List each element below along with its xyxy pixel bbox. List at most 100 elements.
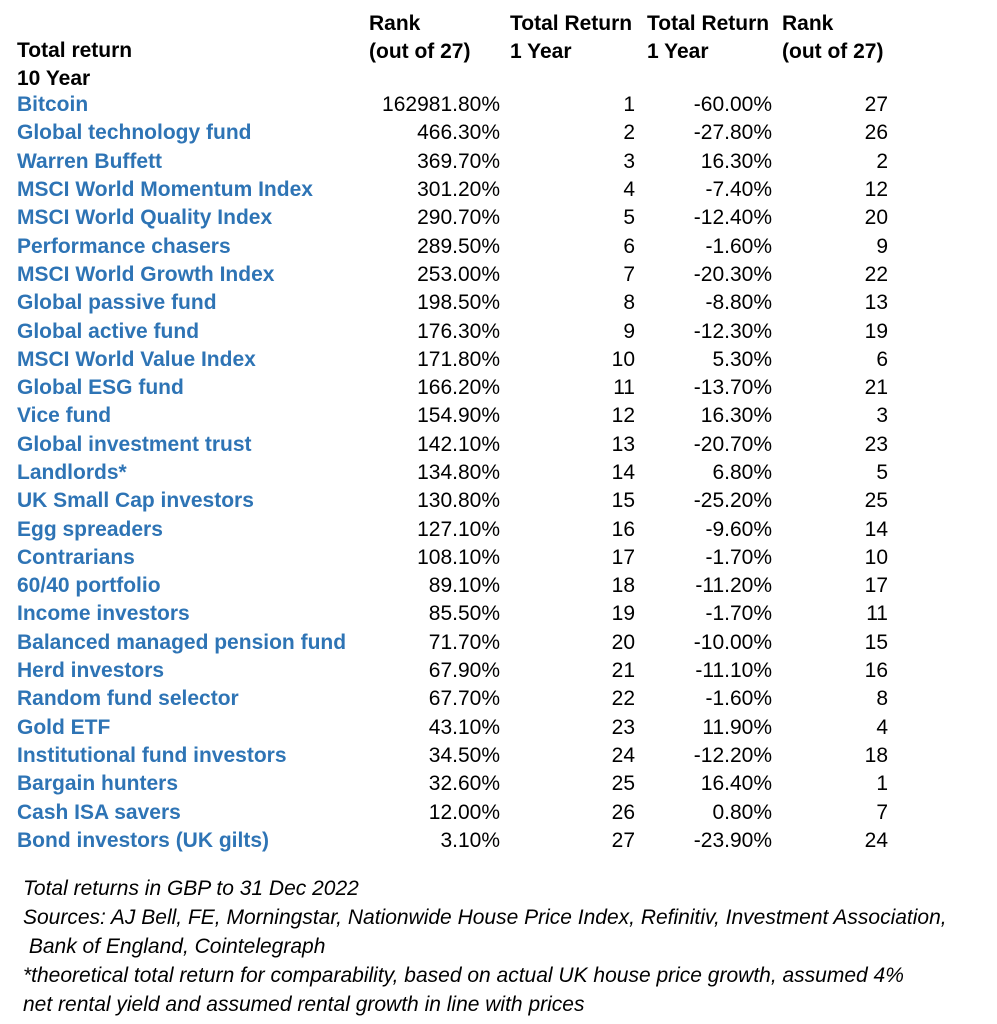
- row-label: Global ESG fund: [17, 376, 184, 400]
- table-row: Global active fund 176.30% 9 -12.30% 19: [0, 317, 888, 345]
- one-year-rank: 26: [864, 121, 888, 145]
- row-label: Herd investors: [17, 659, 165, 683]
- ten-year-rank: 27: [611, 828, 635, 852]
- table-row: Global passive fund 198.50% 8 -8.80% 13: [0, 289, 888, 317]
- header-line: Total Return: [510, 12, 633, 35]
- one-year-rank: 5: [876, 461, 888, 484]
- table-row: MSCI World Growth Index 253.00% 7 -20.30% 22: [0, 261, 888, 289]
- one-year-rank: 4: [876, 715, 888, 739]
- ten-year-rank: 22: [611, 687, 635, 711]
- table-row: Warren Buffett 369.70% 3 16.30% 2: [0, 148, 888, 176]
- one-year-return: -12.20%: [693, 743, 772, 767]
- one-year-return: -20.70%: [693, 432, 772, 456]
- one-year-rank: 7: [876, 800, 888, 824]
- row-label: Income investors: [17, 602, 190, 626]
- one-year-rank: 1: [876, 772, 888, 796]
- row-label: MSCI World Momentum Index: [17, 178, 313, 202]
- row-label: Random fund selector: [17, 687, 239, 711]
- one-year-return: -7.40%: [705, 178, 772, 202]
- one-year-return: 11.90%: [702, 715, 772, 739]
- ten-year-return: 85.50%: [428, 602, 500, 626]
- one-year-rank: 25: [864, 489, 888, 513]
- table-row: 60/40 portfolio 89.10% 18 -11.20% 17: [0, 572, 888, 600]
- row-label: Bargain hunters: [17, 772, 179, 796]
- table-row: Income investors 85.50% 19 -1.70% 11: [0, 600, 888, 628]
- row-label: Landlords*: [17, 461, 127, 484]
- table-row: MSCI World Value Index 171.80% 10 5.30% 6: [0, 346, 888, 374]
- ten-year-rank: 12: [611, 404, 635, 428]
- one-year-return: -8.80%: [705, 291, 772, 315]
- one-year-return: 5.30%: [712, 347, 772, 371]
- row-label: Performance chasers: [17, 234, 231, 258]
- one-year-return: -23.90%: [693, 828, 772, 852]
- ten-year-rank: 20: [611, 630, 635, 654]
- one-year-rank: 24: [864, 828, 888, 852]
- ten-year-return: 67.90%: [428, 659, 500, 683]
- row-label: 60/40 portfolio: [17, 574, 161, 598]
- ten-year-return: 162981.80%: [382, 93, 500, 117]
- ten-year-rank: 15: [611, 489, 635, 513]
- ten-year-rank: 9: [623, 319, 635, 343]
- column-header-total-return-1-year-a: Total Return 1 Year: [510, 10, 632, 65]
- ten-year-return: 466.30%: [417, 121, 500, 145]
- ten-year-return: 71.70%: [428, 630, 500, 654]
- ten-year-return: 12.00%: [428, 800, 500, 824]
- footnote-sources-2: Bank of England, Cointelegraph: [23, 935, 326, 958]
- ten-year-rank: 7: [623, 262, 635, 286]
- one-year-return: -27.80%: [693, 121, 772, 145]
- footnote-period: Total returns in GBP to 31 Dec 2022: [23, 877, 359, 900]
- table-row: Bargain hunters 32.60% 25 16.40% 1: [0, 770, 888, 798]
- ten-year-return: 130.80%: [417, 489, 500, 513]
- table-row: Balanced managed pension fund 71.70% 20 -10…: [0, 629, 888, 657]
- one-year-return: -1.70%: [705, 602, 772, 626]
- one-year-rank: 8: [876, 687, 888, 711]
- one-year-return: -11.10%: [695, 659, 772, 683]
- one-year-return: 6.80%: [712, 461, 772, 484]
- one-year-rank: 19: [864, 319, 888, 343]
- ten-year-rank: 21: [611, 659, 635, 683]
- footnotes: Total returns in GBP to 31 Dec 2022 Sour…: [23, 874, 947, 1019]
- ten-year-return: 67.70%: [428, 687, 500, 711]
- row-label: Cash ISA savers: [17, 800, 181, 824]
- row-label: Institutional fund investors: [17, 743, 287, 767]
- ten-year-return: 171.80%: [417, 347, 500, 371]
- table-row: Random fund selector 67.70% 22 -1.60% 8: [0, 685, 888, 713]
- ten-year-rank: 10: [611, 347, 635, 371]
- row-label: Bitcoin: [17, 93, 89, 117]
- table-row: Herd investors 67.90% 21 -11.10% 16: [0, 657, 888, 685]
- one-year-rank: 14: [864, 517, 888, 541]
- table-row: Performance chasers 289.50% 6 -1.60% 9: [0, 232, 888, 260]
- table-row: UK Small Cap investors 130.80% 15 -25.20% 25: [0, 487, 888, 515]
- one-year-return: -60.00%: [693, 93, 772, 117]
- table-row: Landlords* 134.80% 14 6.80% 5: [0, 459, 888, 487]
- ten-year-rank: 16: [611, 517, 635, 541]
- row-label: Contrarians: [17, 545, 135, 569]
- table-row: Global ESG fund 166.20% 11 -13.70% 21: [0, 374, 888, 402]
- ten-year-rank: 26: [611, 800, 635, 824]
- one-year-return: -12.40%: [693, 206, 772, 230]
- row-label: Gold ETF: [17, 715, 111, 739]
- header-line: (out of 27): [782, 39, 884, 63]
- one-year-rank: 2: [876, 149, 888, 173]
- returns-table: Bitcoin 162981.80% 1 -60.00% 27 Global techno…: [0, 91, 888, 855]
- table-row: MSCI World Momentum Index 301.20% 4 -7.40% 1…: [0, 176, 888, 204]
- header-line: 1 Year: [510, 39, 572, 63]
- table-row: Contrarians 108.10% 17 -1.70% 10: [0, 544, 888, 572]
- footnote-landlords-2: net rental yield and assumed rental grow…: [23, 993, 585, 1016]
- row-label: MSCI World Value Index: [17, 347, 256, 371]
- ten-year-rank: 3: [623, 149, 635, 173]
- ten-year-return: 290.70%: [417, 206, 500, 230]
- one-year-return: -11.20%: [695, 574, 772, 598]
- one-year-return: -25.20%: [693, 489, 772, 513]
- ten-year-return: 253.00%: [417, 262, 500, 286]
- one-year-rank: 13: [864, 291, 888, 315]
- column-header-total-return-1-year-b: Total Return 1 Year: [647, 10, 769, 65]
- ten-year-return: 301.20%: [417, 178, 500, 202]
- ten-year-rank: 1: [623, 93, 635, 117]
- one-year-return: 16.30%: [700, 404, 772, 428]
- ten-year-return: 89.10%: [428, 574, 500, 598]
- ten-year-rank: 24: [611, 743, 635, 767]
- ten-year-return: 134.80%: [417, 461, 500, 484]
- table-row: Egg spreaders 127.10% 16 -9.60% 14: [0, 515, 888, 543]
- row-label: Bond investors (UK gilts): [17, 828, 270, 852]
